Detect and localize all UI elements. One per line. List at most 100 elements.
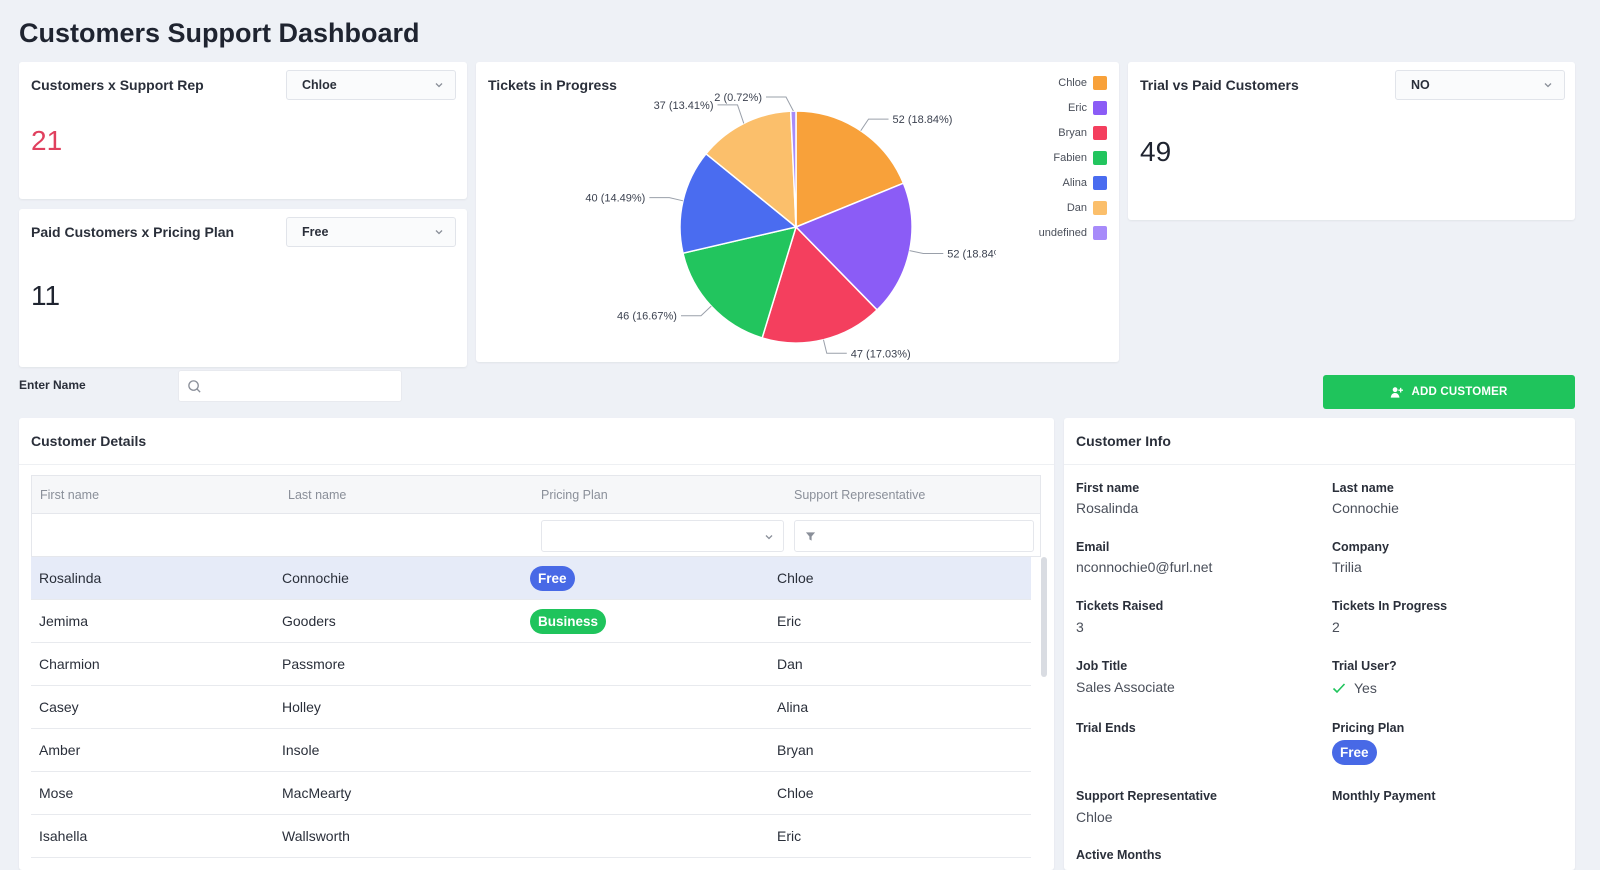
table-row[interactable]: Amber Insole Bryan (31, 729, 1031, 772)
legend-swatch (1093, 176, 1107, 190)
pie-data-label: 52 (18.84%) (947, 248, 996, 260)
legend-item[interactable]: Fabien (1053, 151, 1107, 165)
table-row[interactable]: Jemima Gooders Business Eric (31, 600, 1031, 643)
legend-item[interactable]: Eric (1068, 101, 1107, 115)
support-rep-filter-input[interactable] (794, 520, 1034, 552)
pricing-plan-select[interactable]: Free (286, 217, 456, 247)
column-header-pricing-plan[interactable]: Pricing Plan (541, 488, 608, 502)
table-row[interactable]: Charmion Passmore Dan (31, 643, 1031, 686)
cell-last-name: Insole (282, 742, 320, 758)
legend-item[interactable]: undefined (1039, 226, 1107, 240)
tickets-progress-label: Tickets In Progress (1332, 599, 1448, 613)
cell-first-name: Rosalinda (39, 570, 102, 586)
grid-scrollbar[interactable] (1041, 557, 1047, 677)
cell-first-name: Casey (39, 699, 79, 715)
pie-leader-line (717, 104, 745, 124)
pie-leader-line (860, 118, 889, 132)
name-search-box (178, 370, 402, 402)
support-rep-card-title: Customers x Support Rep (31, 77, 204, 93)
chevron-down-icon (435, 83, 443, 88)
trial-user-label: Trial User? (1332, 659, 1397, 673)
legend-label: Dan (1066, 202, 1087, 214)
page-title: Customers Support Dashboard (19, 18, 420, 48)
company-value: Trilia (1332, 559, 1362, 575)
pie-leader-line (822, 339, 847, 354)
trial-paid-card-title: Trial vs Paid Customers (1140, 77, 1299, 93)
tickets-chart-title: Tickets in Progress (488, 77, 617, 93)
job-title-label: Job Title (1076, 659, 1128, 673)
legend-item[interactable]: Bryan (1058, 126, 1107, 140)
support-rep-count: 21 (31, 125, 63, 156)
pie-leader-line (649, 197, 684, 202)
table-row[interactable]: Isahella Wallsworth Eric (31, 815, 1031, 858)
trial-paid-count: 49 (1140, 136, 1172, 167)
legend-swatch (1093, 76, 1107, 90)
email-value: nconnochie0@furl.net (1076, 559, 1213, 575)
legend-item[interactable]: Dan (1067, 201, 1107, 215)
legend-swatch (1093, 126, 1107, 140)
grid-header: First name Last name Pricing Plan Suppor… (31, 475, 1041, 513)
company-label: Company (1332, 540, 1389, 554)
pie-leader-line (909, 250, 944, 254)
pricing-plan-badge: Free (1332, 740, 1377, 765)
cell-last-name: Connochie (282, 570, 349, 586)
column-header-support-rep[interactable]: Support Representative (794, 488, 926, 502)
legend-item[interactable]: Chloe (1058, 76, 1107, 90)
legend-label: Alina (1062, 177, 1087, 189)
cell-support-rep: Alina (777, 699, 809, 715)
filter-icon (805, 532, 816, 541)
trial-paid-select[interactable]: NO (1395, 70, 1565, 100)
name-search-input[interactable] (211, 371, 396, 401)
pie-data-label: 37 (13.41%) (654, 100, 714, 112)
legend-item[interactable]: Alina (1063, 176, 1107, 190)
chevron-down-icon (435, 230, 443, 235)
legend-swatch (1093, 201, 1107, 215)
cell-last-name: Passmore (282, 656, 346, 672)
cell-first-name: Mose (39, 785, 74, 801)
legend-label: undefined (1038, 227, 1087, 239)
first-name-label: First name (1076, 481, 1140, 495)
cell-last-name: Gooders (282, 613, 336, 629)
pie-leader-line (766, 96, 794, 112)
column-header-last-name[interactable]: Last name (288, 488, 347, 502)
job-title-value: Sales Associate (1076, 679, 1175, 695)
tickets-pie-chart: 52 (18.84%) 52 (18.84%) 47 (17.03%) 46 (16.… (585, 92, 996, 360)
support-rep-select-value: Chloe (302, 78, 337, 92)
pricing-plan-label: Pricing Plan (1332, 721, 1405, 735)
table-row[interactable]: Rosalinda Connochie Free Chloe (31, 557, 1031, 600)
cell-support-rep: Eric (777, 613, 802, 629)
cell-last-name: Wallsworth (282, 828, 350, 844)
pie-slice-dan[interactable] (704, 110, 797, 229)
pie-slice-fabien[interactable] (682, 225, 798, 339)
pricing-plan-filter-select[interactable] (541, 520, 784, 552)
table-row[interactable]: Mose MacMearty Chloe (31, 772, 1031, 815)
last-name-label: Last name (1332, 481, 1394, 495)
search-icon (188, 380, 201, 393)
support-rep-label: Support Representative (1076, 789, 1218, 803)
add-customer-label: ADD CUSTOMER (1411, 386, 1508, 398)
chevron-down-icon (765, 535, 773, 540)
legend-swatch (1093, 151, 1107, 165)
pie-data-label: 46 (16.67%) (617, 311, 677, 323)
support-rep-select[interactable]: Chloe (286, 70, 456, 100)
enter-name-label: Enter Name (19, 378, 86, 392)
trial-user-text: Yes (1354, 680, 1377, 696)
legend-swatch (1093, 226, 1107, 240)
last-name-value: Connochie (1332, 500, 1399, 516)
add-customer-button[interactable]: ADD CUSTOMER (1323, 375, 1575, 409)
check-icon (1332, 683, 1346, 694)
table-row[interactable]: Casey Holley Alina (31, 686, 1031, 729)
cell-first-name: Jemima (39, 613, 89, 629)
pricing-plan-card: Paid Customers x Pricing Plan Free 11 (19, 209, 467, 367)
trial-paid-card: Trial vs Paid Customers NO 49 (1128, 62, 1575, 220)
legend-label: Bryan (1058, 127, 1087, 139)
legend-label: Chloe (1058, 77, 1087, 89)
customer-info-card: Customer Info First name Rosalinda Last … (1064, 418, 1575, 870)
email-label: Email (1076, 540, 1110, 554)
pie-slice-bryan[interactable] (761, 225, 879, 344)
pricing-plan-select-value: Free (302, 225, 329, 239)
pie-data-label: 47 (17.03%) (851, 348, 911, 360)
column-header-first-name[interactable]: First name (40, 488, 100, 502)
legend-swatch (1093, 101, 1107, 115)
cell-support-rep: Chloe (777, 570, 814, 586)
